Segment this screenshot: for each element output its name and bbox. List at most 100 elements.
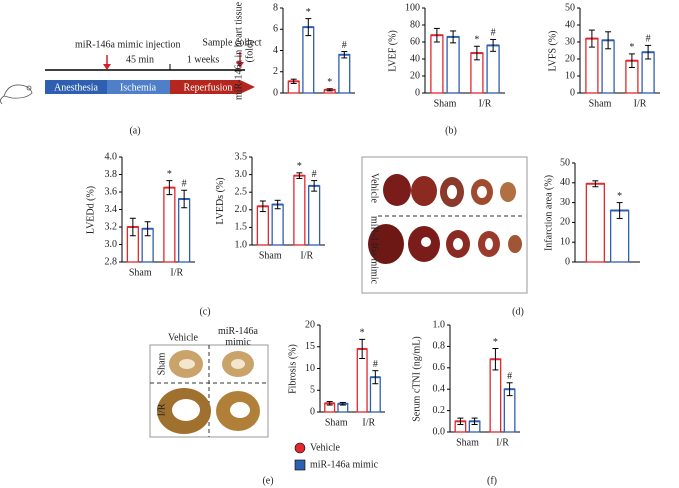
significance-mark: * xyxy=(306,7,311,18)
significance-mark: # xyxy=(507,371,512,382)
phase-label: Reperfusion xyxy=(184,82,233,93)
y-tick-label: 0 xyxy=(570,87,575,98)
y-tick-label: 2.8 xyxy=(105,256,118,267)
y-tick-label: 0 xyxy=(415,87,420,98)
legend-label: miR-146a mimic xyxy=(310,459,379,470)
bar xyxy=(163,186,176,263)
y-tick-label: 40 xyxy=(410,53,420,64)
bar xyxy=(338,54,351,94)
significance-mark: # xyxy=(182,179,187,190)
column-label: Vehicle xyxy=(168,332,199,343)
arrow-head xyxy=(103,64,111,70)
significance-mark: # xyxy=(373,359,378,370)
y-tick-label: 100 xyxy=(405,2,420,13)
x-tick-label: Sham xyxy=(129,267,152,278)
y-tick-label: 2.0 xyxy=(235,204,248,215)
y-tick-label: 50 xyxy=(565,2,575,13)
significance-mark: # xyxy=(312,169,317,180)
phase-bar xyxy=(45,80,107,94)
y-tick-label: 0.2 xyxy=(433,405,446,416)
y-tick-label: 0.6 xyxy=(433,362,446,373)
significance-mark: * xyxy=(493,337,498,348)
y-axis-label: miR-146a in heart tissue (fold) xyxy=(233,1,255,100)
x-tick-label: I/R xyxy=(170,267,183,278)
y-axis-label: Serum cTNI (ng/mL) xyxy=(410,335,422,422)
x-tick-label: I/R xyxy=(496,437,509,448)
y-tick-label: 20 xyxy=(305,319,315,330)
y-axis-label: LVEDs (%) xyxy=(214,177,226,225)
bar xyxy=(430,34,444,94)
legend-marker xyxy=(294,459,306,471)
y-axis-label: LVEF (%) xyxy=(386,29,398,72)
significance-mark: * xyxy=(474,35,479,46)
y-tick-label: 30 xyxy=(565,36,575,47)
y-tick-label: 80 xyxy=(410,19,420,30)
legend-marker xyxy=(294,442,306,454)
injection-label: miR-146a mimic injection xyxy=(75,39,181,50)
y-tick-label: 0 xyxy=(310,406,315,417)
sample-label: Sample collect xyxy=(202,37,261,48)
x-tick-label: Sham xyxy=(325,417,348,428)
y-tick-label: 4 xyxy=(273,45,278,56)
significance-mark: # xyxy=(342,40,347,51)
y-tick-label: 0 xyxy=(273,87,278,98)
row-label: Vehicle xyxy=(369,173,380,204)
phase-label: Ischemia xyxy=(120,82,157,93)
bar xyxy=(293,175,306,246)
interval-label: 45 min xyxy=(126,54,154,65)
y-tick-label: 0.8 xyxy=(433,341,446,352)
y-tick-label: 3.6 xyxy=(105,186,118,197)
y-axis-label: LVFS (%) xyxy=(546,29,558,72)
x-tick-label: Sham xyxy=(456,437,479,448)
row-label: miR-146a mimic xyxy=(369,216,380,285)
bar xyxy=(308,185,321,246)
y-axis-label: Infarction area (%) xyxy=(542,174,554,251)
x-tick-label: I/R xyxy=(300,250,313,261)
interval-label: 1 weeks xyxy=(187,54,220,65)
y-tick-label: 3.0 xyxy=(235,169,248,180)
significance-mark: * xyxy=(629,42,634,53)
y-tick-label: 0.0 xyxy=(433,426,446,437)
phase-bar xyxy=(107,80,170,94)
arrow-head xyxy=(236,62,244,68)
bar xyxy=(446,36,460,94)
mouse-icon xyxy=(0,84,33,105)
y-tick-label: 20 xyxy=(410,70,420,81)
y-tick-label: 6 xyxy=(273,24,278,35)
y-axis-label: LVEDd (%) xyxy=(84,185,96,234)
panel-label: (e) xyxy=(262,475,273,486)
y-tick-label: 20 xyxy=(560,217,570,228)
panel-label: (f) xyxy=(487,475,497,486)
panel-label: (d) xyxy=(512,306,524,317)
y-tick-label: 50 xyxy=(560,157,570,168)
panel-label: (c) xyxy=(199,306,210,317)
y-tick-label: 40 xyxy=(565,19,575,30)
y-tick-label: 3.8 xyxy=(105,169,118,180)
y-tick-label: 10 xyxy=(565,70,575,81)
y-tick-label: 10 xyxy=(305,363,315,374)
panel-label: (a) xyxy=(129,125,140,136)
significance-mark: * xyxy=(617,191,622,202)
significance-mark: # xyxy=(646,34,651,45)
bar xyxy=(486,44,500,94)
phase-label: Anesthesia xyxy=(54,82,98,93)
heart-sections xyxy=(157,350,260,434)
phase-bar xyxy=(170,80,255,94)
panel-label: (b) xyxy=(445,125,457,136)
y-tick-label: 20 xyxy=(565,53,575,64)
x-tick-label: Sham xyxy=(259,250,282,261)
y-tick-label: 3.4 xyxy=(105,204,118,215)
heart-slices xyxy=(368,174,522,264)
y-tick-label: 0.4 xyxy=(433,383,446,394)
y-axis-label: Fibrosis (%) xyxy=(286,343,298,394)
column-label: miR-146a mimic xyxy=(218,326,258,348)
y-tick-label: 1.5 xyxy=(235,222,248,233)
x-tick-label: I/R xyxy=(479,98,492,109)
x-tick-label: Sham xyxy=(434,98,457,109)
y-tick-label: 10 xyxy=(560,236,570,247)
x-tick-label: I/R xyxy=(634,98,647,109)
y-tick-label: 8 xyxy=(273,2,278,13)
y-tick-label: 40 xyxy=(560,177,570,188)
y-tick-label: 4.0 xyxy=(105,151,118,162)
